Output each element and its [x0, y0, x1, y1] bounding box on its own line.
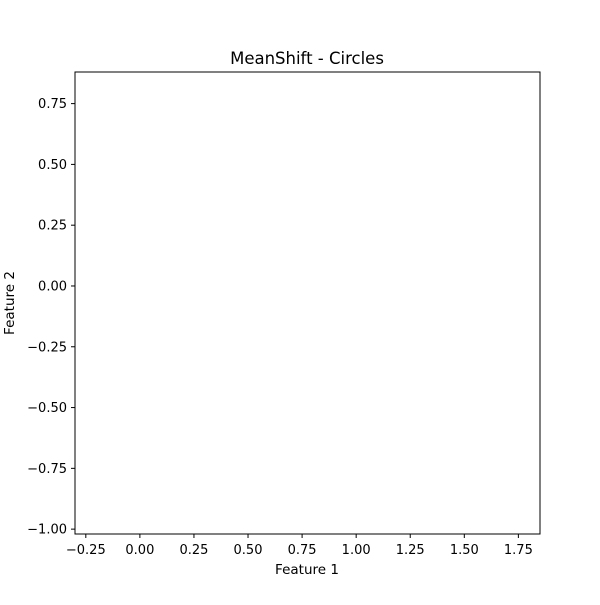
x-tick-label: −0.25: [66, 543, 106, 558]
x-tick-label: 1.50: [450, 543, 479, 558]
x-tick-label: 0.00: [125, 543, 154, 558]
x-tick-label: 0.25: [179, 543, 208, 558]
x-tick-label: 1.00: [342, 543, 371, 558]
y-tick-label: 0.75: [38, 97, 67, 112]
y-tick-label: −0.25: [27, 340, 67, 355]
y-tick-label: −0.75: [27, 462, 67, 477]
x-tick-label: 1.25: [396, 543, 425, 558]
plot-area: [74, 71, 541, 535]
y-tick-label: 0.00: [38, 279, 67, 294]
chart-title: MeanShift - Circles: [230, 49, 384, 68]
x-tick-label: 0.75: [288, 543, 317, 558]
x-axis-label: Feature 1: [275, 562, 339, 578]
y-tick-label: −1.00: [27, 523, 67, 538]
x-tick-label: 0.50: [234, 543, 263, 558]
x-tick-label: 1.75: [504, 543, 533, 558]
y-tick-label: −0.50: [27, 401, 67, 416]
y-tick-label: 0.50: [38, 158, 67, 173]
y-axis: 0.75 0.50 0.25 0.00 −0.25 −0.50 −0.75 −1.00: [27, 97, 75, 538]
y-tick-label: 0.25: [38, 219, 67, 234]
y-axis-label: Feature 2: [2, 271, 18, 335]
x-axis: −0.25 0.00 0.25 0.50 0.75 1.00 1.25 1.50 1.75: [66, 534, 533, 558]
